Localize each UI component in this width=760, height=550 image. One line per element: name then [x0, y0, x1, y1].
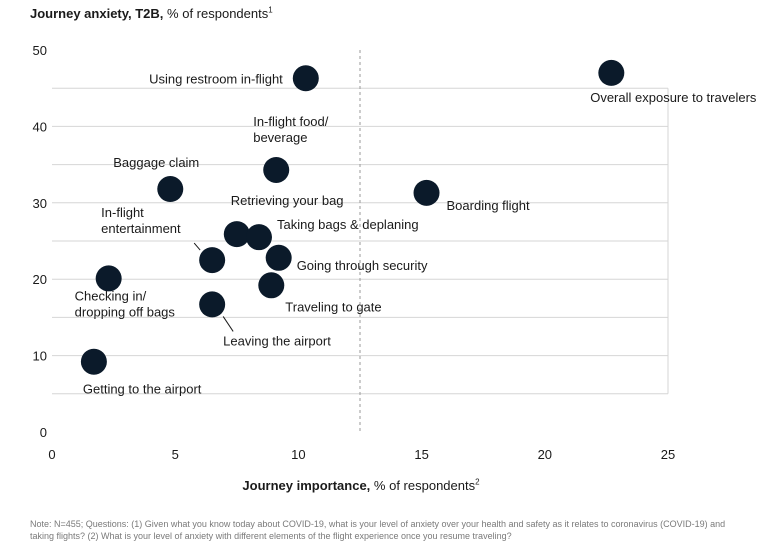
leader-line	[193, 242, 201, 251]
data-point	[95, 265, 122, 292]
y-tick-label: 30	[33, 196, 47, 211]
point-label: Getting to the airport	[83, 382, 202, 397]
data-point	[245, 224, 272, 251]
point-label: In-flight food/beverage	[253, 114, 329, 145]
y-axis-title-bold: Journey anxiety, T2B,	[30, 6, 164, 21]
x-tick-label: 10	[291, 447, 305, 462]
point-label: Overall exposure to travelers	[590, 90, 757, 105]
point-label: Using restroom in-flight	[149, 71, 283, 86]
point-label: Leaving the airport	[223, 333, 331, 348]
data-point	[598, 59, 625, 86]
y-tick-label: 50	[33, 43, 47, 58]
x-tick-label: 25	[661, 447, 675, 462]
leader-line	[222, 316, 234, 332]
y-tick-label: 40	[33, 119, 47, 134]
point-label: Going through security	[297, 258, 428, 273]
data-point	[199, 247, 226, 274]
point-label: Checking in/dropping off bags	[75, 288, 176, 319]
x-axis-title-rest: % of respondents	[373, 478, 476, 493]
y-tick-label: 0	[40, 425, 47, 440]
data-point	[258, 272, 285, 299]
point-label: Taking bags & deplaning	[277, 217, 419, 232]
y-axis-title-rest: % of respondents	[167, 6, 269, 21]
point-label: Retrieving your bag	[231, 193, 344, 208]
data-point	[157, 176, 184, 203]
x-axis-title: Journey importance, % of respondents2	[0, 478, 722, 493]
data-point	[80, 348, 107, 375]
data-point	[199, 291, 226, 318]
y-axis-title: Journey anxiety, T2B, % of respondents1	[30, 6, 273, 21]
data-point	[265, 244, 292, 271]
x-tick-label: 20	[538, 447, 552, 462]
point-label: Traveling to gate	[285, 299, 381, 314]
point-label: Boarding flight	[447, 198, 530, 213]
y-tick-label: 20	[33, 272, 47, 287]
footnote: Note: N=455; Questions: (1) Given what y…	[30, 519, 726, 541]
data-point	[223, 221, 250, 248]
data-point	[413, 179, 440, 206]
y-axis-title-footnote: 1	[268, 5, 273, 15]
x-tick-label: 15	[414, 447, 428, 462]
point-label: Baggage claim	[113, 155, 199, 170]
data-point	[263, 156, 290, 183]
scatter-chart: 0 10 20 30 40 50 0 5 10 15 20 25 Overall exposure to…	[33, 43, 757, 462]
x-axis-title-bold: Journey importance,	[242, 478, 371, 493]
x-axis-title-footnote: 2	[475, 477, 480, 487]
point-label: In-flight entertainment	[101, 205, 181, 236]
y-tick-label: 10	[33, 349, 47, 364]
data-point	[292, 65, 319, 92]
x-tick-label: 0	[48, 447, 55, 462]
x-tick-label: 5	[172, 447, 179, 462]
